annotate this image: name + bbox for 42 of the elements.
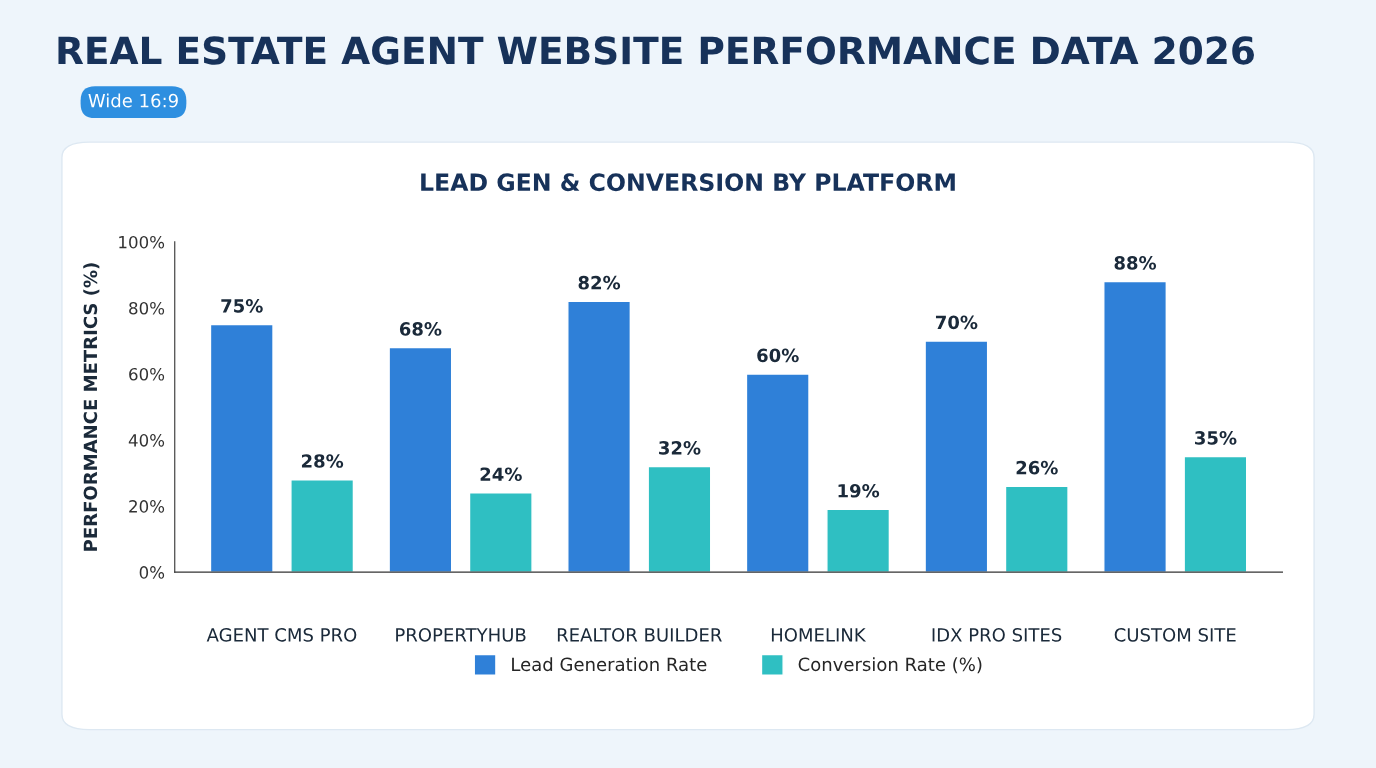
- bar: [647, 465, 712, 573]
- legend-label: Conversion Rate (%): [798, 657, 982, 674]
- data-label: 26%: [1016, 460, 1058, 475]
- data-label: 70%: [935, 315, 978, 330]
- y-tick-label: 20%: [129, 500, 165, 513]
- x-tick-label: PROPERTYHUB: [396, 628, 526, 642]
- legend-label: Lead Generation Rate: [512, 657, 707, 672]
- data-label: 75%: [221, 298, 263, 313]
- bar: [745, 373, 810, 573]
- bar: [1103, 280, 1167, 573]
- y-tick-label: 0%: [139, 566, 165, 579]
- bar: [1183, 455, 1248, 573]
- bar: [924, 340, 989, 573]
- bar: [1004, 485, 1069, 573]
- x-tick-label: IDX PRO SITES: [932, 628, 1062, 642]
- data-label: 32%: [659, 440, 701, 455]
- x-tick-label: HOMELINK: [771, 628, 867, 642]
- bar: [290, 478, 355, 573]
- chart-subtitle: LEAD GEN & CONVERSION BY PLATFORM: [421, 173, 955, 192]
- data-label: 28%: [301, 454, 344, 468]
- data-label: 60%: [757, 348, 799, 363]
- x-tick-label: CUSTOM SITE: [1114, 628, 1236, 642]
- bar: [388, 346, 453, 573]
- data-label: 35%: [1195, 431, 1237, 445]
- y-axis-title: PERFORMANCE METRICS (%): [83, 263, 100, 551]
- bar: [567, 300, 632, 573]
- x-tick-label: AGENT CMS PRO: [206, 628, 357, 642]
- data-label: 19%: [838, 483, 880, 498]
- y-tick-label: 60%: [129, 367, 165, 381]
- y-tick-label: 80%: [129, 301, 165, 315]
- y-tick-label: 40%: [128, 434, 165, 447]
- y-tick-label: 100%: [119, 235, 165, 249]
- bar: [209, 323, 274, 573]
- data-label: 82%: [578, 275, 621, 290]
- text: Wide 16:9: [88, 93, 178, 108]
- chart-title: REAL ESTATE AGENT WEBSITE PERFORMANCE DATA 2026: [58, 36, 1254, 65]
- x-tick-label: REALTOR BUILDER: [557, 628, 722, 642]
- data-label: 68%: [399, 322, 442, 336]
- bar: [826, 508, 891, 573]
- data-label: 88%: [1114, 256, 1157, 270]
- bar: [468, 492, 533, 573]
- data-label: 24%: [480, 467, 522, 482]
